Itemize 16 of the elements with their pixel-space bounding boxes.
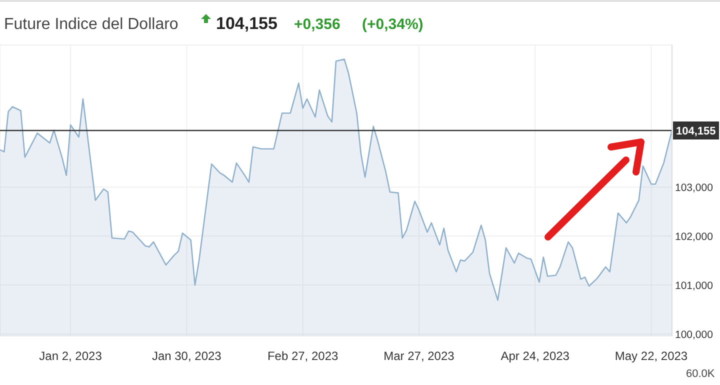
x-tick-label: Apr 24, 2023 [500,349,570,363]
y-tick-label: 103,000 [675,182,714,194]
text: +0,356 [294,16,340,33]
x-tick-label: Mar 27, 2023 [384,349,455,363]
x-tick-label: Jan 30, 2023 [152,349,222,363]
x-tick-label: Feb 27, 2023 [267,349,338,363]
text: (+0,34%) [362,16,424,33]
x-tick-label: Jan 2, 2023 [39,349,102,363]
y-tick-label: 100,000 [675,329,714,342]
y-tick-label: 102,000 [675,231,714,244]
chart-subtitle: 104,155 [216,14,278,33]
y-tick-label: 101,000 [675,280,714,292]
chart-title: Future Indice del Dollaro [4,16,178,33]
x-tick-label: May 22, 2023 [614,349,688,363]
text: 60.0K [686,368,716,380]
ref-line-label: 104,155 [676,125,716,138]
